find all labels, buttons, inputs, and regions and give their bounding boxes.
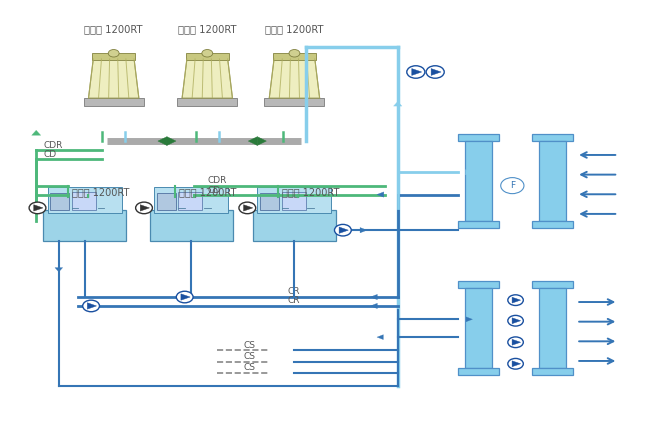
FancyBboxPatch shape	[532, 282, 573, 288]
Text: CS: CS	[244, 352, 256, 361]
FancyBboxPatch shape	[149, 211, 233, 241]
FancyBboxPatch shape	[177, 97, 237, 105]
FancyBboxPatch shape	[157, 193, 175, 210]
Circle shape	[239, 202, 256, 214]
Circle shape	[334, 224, 351, 236]
Polygon shape	[87, 303, 96, 309]
FancyBboxPatch shape	[458, 221, 499, 228]
Circle shape	[426, 66, 444, 78]
FancyBboxPatch shape	[458, 368, 499, 375]
Circle shape	[508, 337, 523, 348]
Polygon shape	[466, 169, 472, 175]
Polygon shape	[512, 339, 521, 345]
Polygon shape	[167, 137, 176, 145]
FancyBboxPatch shape	[186, 53, 228, 59]
Circle shape	[407, 66, 425, 78]
FancyBboxPatch shape	[43, 211, 126, 241]
Polygon shape	[411, 68, 422, 76]
Text: CS: CS	[244, 341, 256, 350]
Circle shape	[202, 50, 213, 57]
FancyBboxPatch shape	[532, 368, 573, 375]
Text: CR: CR	[288, 287, 300, 296]
Text: CS: CS	[244, 363, 256, 372]
Polygon shape	[89, 58, 139, 98]
FancyBboxPatch shape	[154, 187, 228, 213]
Polygon shape	[55, 268, 63, 272]
Polygon shape	[269, 58, 320, 98]
Polygon shape	[512, 297, 521, 303]
Polygon shape	[243, 205, 253, 211]
Polygon shape	[377, 192, 384, 197]
FancyBboxPatch shape	[72, 192, 96, 210]
FancyBboxPatch shape	[465, 288, 492, 368]
FancyBboxPatch shape	[93, 53, 135, 59]
Polygon shape	[370, 303, 377, 308]
Polygon shape	[181, 294, 190, 300]
Text: 冷却機 1200RT: 冷却機 1200RT	[282, 187, 339, 197]
FancyBboxPatch shape	[260, 193, 279, 210]
FancyBboxPatch shape	[179, 192, 203, 210]
Polygon shape	[393, 101, 402, 106]
Text: CR: CR	[288, 296, 300, 305]
FancyBboxPatch shape	[50, 193, 69, 210]
Circle shape	[508, 295, 523, 305]
Circle shape	[176, 291, 193, 303]
FancyBboxPatch shape	[265, 97, 324, 105]
Polygon shape	[158, 137, 167, 145]
FancyBboxPatch shape	[458, 282, 499, 288]
Polygon shape	[377, 335, 384, 340]
Polygon shape	[360, 228, 367, 233]
Polygon shape	[431, 68, 441, 76]
Polygon shape	[466, 317, 472, 322]
Polygon shape	[34, 205, 43, 211]
FancyBboxPatch shape	[458, 135, 499, 141]
FancyBboxPatch shape	[48, 187, 122, 213]
FancyBboxPatch shape	[532, 135, 573, 141]
Text: 冷却機 1200RT: 冷却機 1200RT	[179, 187, 236, 197]
Text: CDR: CDR	[44, 141, 63, 150]
FancyBboxPatch shape	[532, 221, 573, 228]
Polygon shape	[512, 318, 521, 324]
Polygon shape	[182, 58, 232, 98]
FancyBboxPatch shape	[281, 192, 305, 210]
Text: F: F	[510, 181, 515, 190]
FancyBboxPatch shape	[465, 141, 492, 221]
Circle shape	[108, 50, 119, 57]
Polygon shape	[32, 130, 41, 135]
Polygon shape	[512, 361, 521, 367]
Circle shape	[136, 202, 153, 214]
Text: CD: CD	[207, 186, 221, 195]
FancyBboxPatch shape	[539, 288, 566, 368]
Polygon shape	[339, 227, 348, 233]
Circle shape	[508, 358, 523, 369]
Circle shape	[501, 177, 524, 194]
Circle shape	[289, 50, 300, 57]
Text: 冷却塔 1200RT: 冷却塔 1200RT	[265, 24, 324, 34]
Circle shape	[29, 202, 46, 214]
Circle shape	[508, 316, 523, 326]
Polygon shape	[248, 137, 258, 145]
FancyBboxPatch shape	[83, 97, 144, 105]
FancyBboxPatch shape	[253, 211, 336, 241]
Polygon shape	[370, 295, 377, 299]
Polygon shape	[258, 137, 267, 145]
Text: CDR: CDR	[207, 177, 226, 186]
Circle shape	[83, 300, 100, 312]
Text: 冷却機 1200RT: 冷却機 1200RT	[72, 187, 129, 197]
Polygon shape	[140, 205, 149, 211]
FancyBboxPatch shape	[258, 187, 331, 213]
Text: CD: CD	[44, 150, 57, 159]
Text: 冷却塔 1200RT: 冷却塔 1200RT	[178, 24, 237, 34]
Text: 冷却塔 1200RT: 冷却塔 1200RT	[84, 24, 143, 34]
FancyBboxPatch shape	[273, 53, 316, 59]
FancyBboxPatch shape	[539, 141, 566, 221]
